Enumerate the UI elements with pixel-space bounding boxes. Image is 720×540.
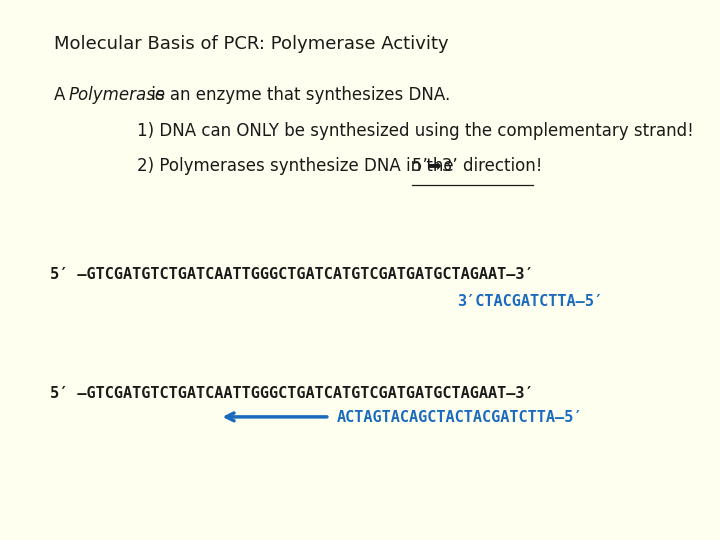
Text: 5’➡3’ direction!: 5’➡3’ direction!: [412, 157, 542, 174]
Text: Polymerase: Polymerase: [68, 86, 166, 104]
Text: ACTAGTACAGCTACTACGATCTTA–5′: ACTAGTACAGCTACTACGATCTTA–5′: [337, 410, 583, 426]
Text: A: A: [54, 86, 71, 104]
Text: Molecular Basis of PCR: Polymerase Activity: Molecular Basis of PCR: Polymerase Activ…: [54, 35, 449, 53]
Text: 2) Polymerases synthesize DNA in the: 2) Polymerases synthesize DNA in the: [137, 157, 459, 174]
Text: 5′ –GTCGATGTCTGATCAATTGGGCTGATCATGTCGATGATGCTAGAAT–3′: 5′ –GTCGATGTCTGATCAATTGGGCTGATCATGTCGATG…: [50, 386, 534, 401]
Text: 3′CTACGATCTTA–5′: 3′CTACGATCTTA–5′: [457, 294, 603, 309]
Text: is an enzyme that synthesizes DNA.: is an enzyme that synthesizes DNA.: [146, 86, 451, 104]
Text: 5′ –GTCGATGTCTGATCAATTGGGCTGATCATGTCGATGATGCTAGAAT–3′: 5′ –GTCGATGTCTGATCAATTGGGCTGATCATGTCGATG…: [50, 267, 534, 282]
Text: 1) DNA can ONLY be synthesized using the complementary strand!: 1) DNA can ONLY be synthesized using the…: [137, 122, 693, 139]
